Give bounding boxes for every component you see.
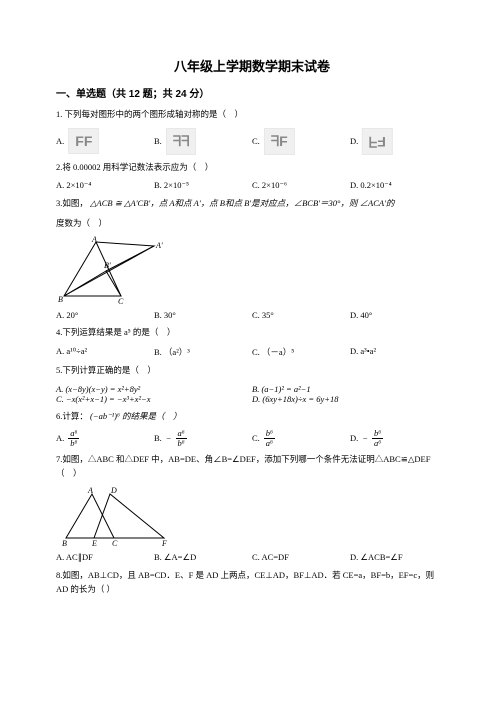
q7-opt-c: C. AC=DF [252, 552, 350, 563]
page-title: 八年级上学期数学期末试卷 [56, 56, 448, 75]
frac-d: b⁶a⁶ [372, 429, 383, 447]
q3-opt-a: A. 20° [56, 310, 154, 320]
q3-mid: △ACB ≅ △A'CB'，点 A和点 A'，点 B和点 B'是对应点，∠BCB… [90, 198, 394, 208]
q3-pre: 3.如图， [56, 198, 88, 208]
q7-text: 7.如图，△ABC 和△DEF 中，AB=DE、角∠B=∠DEF，添加下列哪一个… [56, 453, 448, 480]
svg-text:A': A' [155, 241, 163, 250]
q4-opt-c: C. （－a）⁵ [252, 346, 350, 358]
q1-opt-a: A. FF [56, 128, 154, 155]
q6-pre: 6.计算： [56, 411, 88, 421]
q6-opt-b: B. − a⁶b⁶ [154, 429, 252, 447]
neg-b: − [166, 433, 172, 443]
q3-opt-c: C. 35° [252, 310, 350, 320]
q2-text: 2.将 0.00002 用科学记数法表示应为（ ） [56, 161, 448, 175]
q5-text: 5.下列计算正确的是（ ） [56, 364, 448, 378]
svg-text:A: A [87, 486, 93, 495]
q7-opt-a: A. AC∥DF [56, 552, 154, 563]
q2-opt-c: C. 2×10⁻⁶ [252, 180, 350, 191]
q2-opt-b: B. 2×10⁻⁵ [154, 180, 252, 191]
q1-text: 1. 下列每对图形中的两个图形成轴对称的是（ ） [56, 108, 448, 122]
q6-opt-a: A. a⁶b⁶ [56, 429, 154, 447]
q5-opt-a: A. (x−8y)(x−y) = x²+8y² [56, 384, 252, 394]
ff-icon-b: ᖷᖷ [166, 128, 197, 155]
q2-opt-a: A. 2×10⁻⁴ [56, 180, 154, 191]
frac-c: b⁶a⁶ [264, 429, 275, 447]
q5-opt-c: C. −x(x²+x−1) = −x³+x²−x [56, 394, 252, 404]
q2-opt-d: D. 0.2×10⁻⁴ [350, 180, 448, 191]
q6-c-label: C. [252, 433, 260, 443]
q1-opt-c: C. ᖷF [252, 128, 350, 155]
q4-text: 4.下列运算结果是 a⁵ 的是（ ） [56, 326, 448, 340]
q3-figure: B C B' A' A [56, 236, 166, 306]
q4-opt-a: A. a¹⁰÷a² [56, 346, 154, 358]
svg-text:D: D [110, 486, 117, 495]
ff-icon-a: FF [68, 128, 99, 154]
q6-d-label: D. [350, 433, 358, 443]
q6-a-label: A. [56, 433, 64, 443]
exam-page: 八年级上学期数学期末试卷 一、单选题（共 12 题；共 24 分） 1. 下列每… [0, 0, 504, 713]
q4-options: A. a¹⁰÷a² B. （a²）³ C. （－a）⁵ D. a³•a² [56, 346, 448, 358]
q5-opt-b: B. (a−1)² = a²−1 [252, 384, 448, 394]
q7-opt-b: B. ∠A=∠D [154, 552, 252, 563]
svg-text:C: C [112, 539, 118, 548]
q7-opt-d: D. ∠ACB=∠F [350, 552, 448, 563]
svg-text:E: E [91, 539, 97, 548]
q6-options: A. a⁶b⁶ B. − a⁶b⁶ C. b⁶a⁶ D. − b⁶a⁶ [56, 429, 448, 447]
q3-line2: 度数为（ ） [56, 217, 448, 231]
q7-figure: B E C F A D [56, 486, 186, 548]
q6-opt-c: C. b⁶a⁶ [252, 429, 350, 447]
svg-text:C: C [118, 297, 124, 306]
q5-opt-d: D. (6xy+18x)÷x = 6y+18 [252, 394, 448, 404]
q1-opt-d: D. Fᖷ [350, 128, 448, 155]
q7-options: A. AC∥DF B. ∠A=∠D C. AC=DF D. ∠ACB=∠F [56, 552, 448, 563]
q6-mid: (−ab⁻¹)⁶ 的结果是（ ） [90, 411, 182, 421]
q8-text: 8.如图，AB⊥CD，且 AB=CD．E、F 是 AD 上两点，CE⊥AD，BF… [56, 569, 448, 596]
ff-icon-d: Fᖷ [362, 128, 393, 155]
q4-opt-d: D. a³•a² [350, 346, 448, 358]
ff-icon-c: ᖷF [264, 128, 295, 155]
section-header: 一、单选题（共 12 题；共 24 分） [56, 85, 448, 100]
q1-opt-a-label: A. [56, 136, 64, 146]
q6-b-label: B. [154, 433, 162, 443]
svg-text:B: B [58, 295, 63, 304]
svg-text:F: F [161, 539, 167, 548]
q1-opt-b: B. ᖷᖷ [154, 128, 252, 155]
q3-opt-d: D. 40° [350, 310, 448, 320]
q5-options: A. (x−8y)(x−y) = x²+8y² B. (a−1)² = a²−1… [56, 384, 448, 404]
svg-text:B: B [62, 539, 67, 548]
q1-options: A. FF B. ᖷᖷ C. ᖷF D. Fᖷ [56, 128, 448, 155]
q3-opt-b: B. 30° [154, 310, 252, 320]
q1-opt-b-label: B. [154, 136, 162, 146]
svg-text:A: A [91, 236, 97, 244]
q3-options: A. 20° B. 30° C. 35° D. 40° [56, 310, 448, 320]
svg-text:B': B' [104, 261, 111, 270]
q4-opt-b: B. （a²）³ [154, 346, 252, 358]
q1-opt-d-label: D. [350, 136, 358, 146]
frac-b: a⁶b⁶ [176, 429, 187, 447]
q3-text: 3.如图， △ACB ≅ △A'CB'，点 A和点 A'，点 B和点 B'是对应… [56, 197, 448, 211]
frac-a: a⁶b⁶ [68, 429, 79, 447]
q2-options: A. 2×10⁻⁴ B. 2×10⁻⁵ C. 2×10⁻⁶ D. 0.2×10⁻… [56, 180, 448, 191]
q6-text: 6.计算： (−ab⁻¹)⁶ 的结果是（ ） [56, 410, 448, 424]
neg-d: − [362, 433, 368, 443]
q1-opt-c-label: C. [252, 136, 260, 146]
q6-opt-d: D. − b⁶a⁶ [350, 429, 448, 447]
